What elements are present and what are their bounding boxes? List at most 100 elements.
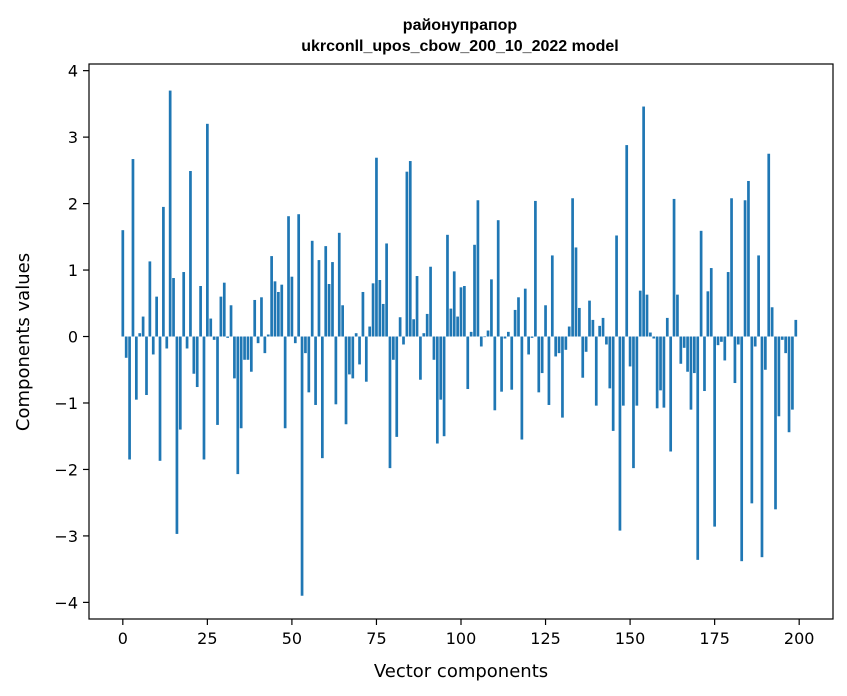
bar-84	[405, 171, 409, 337]
bar-55	[307, 336, 311, 393]
bar-21	[192, 336, 196, 374]
bar-173	[706, 291, 710, 337]
bar-76	[378, 280, 382, 337]
bar-61	[327, 284, 331, 337]
bar-92	[432, 336, 436, 360]
x-tick-label: 100	[446, 629, 477, 648]
y-axis-ticks: −4 −3 −2 −1 0 1 2 3 4	[54, 62, 89, 612]
bar-75	[375, 157, 378, 337]
bar-114	[506, 331, 510, 337]
bar-28	[216, 336, 219, 425]
bar-107	[483, 336, 487, 338]
bar-190	[764, 336, 767, 370]
bar-2	[128, 336, 131, 460]
bar-111	[496, 220, 500, 337]
bar-68	[351, 336, 355, 379]
bar-29	[219, 296, 223, 337]
bar-159	[659, 336, 662, 391]
bar-178	[723, 336, 727, 361]
bar-186	[750, 336, 754, 504]
bar-47	[280, 284, 284, 337]
bar-109	[490, 279, 493, 337]
bar-150	[628, 336, 632, 367]
bar-63	[334, 336, 338, 405]
x-axis-label: Vector components	[374, 661, 548, 682]
y-axis-label: Components values	[13, 253, 34, 431]
bar-33	[233, 336, 236, 379]
bar-166	[682, 336, 686, 348]
x-tick-label: 150	[615, 629, 646, 648]
bar-22	[195, 336, 199, 388]
bar-175	[713, 336, 716, 527]
y-tick-label: −2	[54, 460, 78, 479]
bar-89	[422, 333, 426, 337]
bar-100	[459, 287, 463, 337]
bar-181	[733, 336, 737, 384]
bar-199	[794, 319, 798, 337]
bar-34	[236, 336, 240, 475]
bar-102	[466, 336, 470, 390]
bar-4	[134, 336, 138, 400]
bar-32	[229, 305, 233, 337]
bar-77	[381, 303, 385, 337]
bar-121	[530, 336, 534, 338]
bar-142	[601, 317, 605, 337]
bar-103	[469, 331, 473, 337]
bar-82	[398, 317, 402, 337]
bar-118	[520, 336, 524, 440]
bar-187	[753, 336, 757, 347]
bar-165	[679, 336, 683, 364]
bar-31	[226, 336, 230, 338]
bar-188	[757, 255, 760, 337]
bar-39	[253, 299, 257, 337]
bar-105	[476, 200, 480, 337]
bar-158	[655, 336, 659, 409]
bar-133	[571, 198, 574, 337]
bar-10	[155, 296, 158, 337]
bar-95	[442, 336, 446, 437]
bar-25	[206, 123, 209, 337]
y-tick-label: 2	[68, 195, 78, 214]
bar-41	[260, 297, 263, 337]
bar-101	[463, 286, 466, 337]
bar-162	[669, 336, 673, 452]
x-tick-label: 0	[118, 629, 128, 648]
bar-145	[611, 336, 615, 431]
bar-130	[561, 336, 564, 418]
bar-104	[473, 244, 476, 337]
bar-136	[581, 336, 585, 378]
bar-60	[324, 246, 328, 337]
bar-5	[138, 333, 142, 337]
bar-115	[510, 336, 514, 390]
chart-title-line-1: районупрапор	[403, 17, 518, 34]
bar-38	[249, 336, 253, 372]
bar-51	[293, 336, 297, 344]
bar-15	[172, 278, 175, 337]
bar-27	[212, 336, 216, 340]
bar-67	[348, 336, 351, 375]
x-tick-label: 175	[699, 629, 730, 648]
bar-35	[239, 336, 243, 429]
bar-19	[185, 336, 189, 349]
bar-86	[412, 319, 416, 337]
bar-85	[408, 161, 412, 337]
y-tick-label: 1	[68, 261, 78, 280]
x-tick-label: 50	[282, 629, 302, 648]
bar-14	[168, 90, 172, 337]
bar-43	[266, 334, 270, 337]
bar-16	[175, 336, 179, 534]
bar-171	[699, 230, 703, 337]
bar-147	[618, 336, 622, 531]
bar-129	[557, 336, 561, 354]
bar-6	[141, 316, 145, 337]
x-tick-label: 75	[366, 629, 386, 648]
bar-195	[780, 336, 784, 340]
bar-26	[209, 318, 213, 337]
bar-62	[331, 262, 334, 337]
bar-87	[415, 276, 419, 337]
y-tick-label: −1	[54, 394, 78, 413]
bar-146	[615, 235, 618, 337]
bar-30	[222, 282, 226, 337]
bar-65	[341, 305, 344, 337]
